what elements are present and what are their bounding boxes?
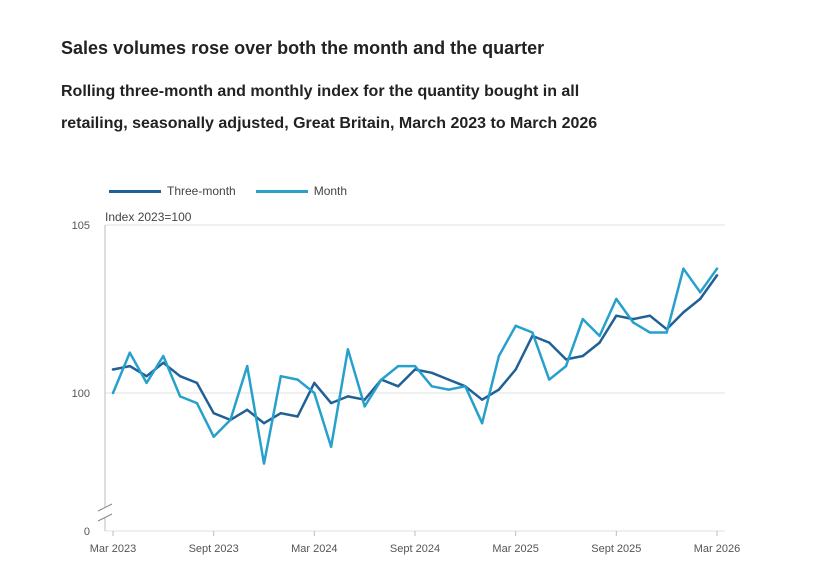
- data-point-three-month: [397, 385, 400, 388]
- data-point-three-month: [162, 361, 165, 364]
- data-point-month: [531, 331, 534, 334]
- data-point-three-month: [262, 422, 266, 425]
- data-point-month: [665, 331, 668, 334]
- data-point-three-month: [279, 411, 282, 415]
- data-point-month: [162, 354, 165, 358]
- data-point-three-month: [296, 415, 299, 418]
- data-point-month: [246, 364, 249, 368]
- data-point-month: [178, 395, 182, 398]
- data-point-three-month: [715, 274, 719, 277]
- data-point-month: [279, 375, 282, 378]
- data-point-three-month: [497, 388, 501, 391]
- legend-item-month[interactable]: Month: [255, 184, 348, 198]
- data-point-three-month: [514, 368, 517, 371]
- x-tick-label: Mar 2025: [492, 543, 538, 555]
- data-point-month: [682, 267, 685, 270]
- data-point-three-month: [145, 375, 148, 378]
- data-point-month: [329, 445, 333, 448]
- data-point-month: [111, 391, 115, 395]
- data-point-three-month: [548, 341, 551, 344]
- data-point-month: [313, 391, 316, 395]
- data-point-three-month: [598, 341, 601, 344]
- data-point-three-month: [564, 358, 568, 361]
- x-tick-label: Mar 2023: [90, 543, 136, 555]
- y-tick-label: 105: [72, 220, 90, 232]
- data-point-month: [229, 418, 232, 422]
- legend-swatch-month: [255, 189, 308, 193]
- y-tick-label: 100: [72, 388, 90, 400]
- data-point-three-month: [648, 314, 652, 317]
- data-point-three-month: [480, 398, 484, 401]
- data-point-month: [262, 462, 266, 465]
- data-point-three-month: [699, 297, 702, 301]
- legend-label-three-month: Three-month: [167, 184, 236, 198]
- data-point-month: [648, 331, 652, 334]
- data-point-month: [564, 364, 568, 368]
- legend-item-three-month[interactable]: Three-month: [109, 184, 236, 198]
- data-point-month: [631, 321, 635, 324]
- chart-title: Sales volumes rose over both the month a…: [61, 38, 545, 58]
- data-point-month: [548, 378, 551, 381]
- data-point-three-month: [329, 401, 333, 405]
- data-point-month: [497, 354, 501, 358]
- data-point-month: [195, 401, 199, 405]
- data-point-three-month: [178, 375, 182, 378]
- gridlines: [105, 224, 725, 532]
- data-point-three-month: [346, 395, 350, 398]
- data-point-month: [413, 364, 417, 368]
- data-point-month: [128, 351, 131, 354]
- data-point-month: [581, 317, 584, 321]
- axis-break-mark-lower: [97, 513, 113, 522]
- data-point-month: [715, 267, 719, 270]
- data-point-three-month: [413, 368, 417, 371]
- data-point-month: [430, 385, 433, 388]
- data-point-month: [699, 291, 702, 294]
- chart-subtitle: Rolling three-month and monthly index fo…: [61, 83, 598, 132]
- y-tick-label: 0: [84, 526, 90, 538]
- legend-label-month: Month: [313, 184, 348, 198]
- data-point-three-month: [246, 408, 249, 411]
- legend: Three-month Month: [109, 184, 367, 198]
- data-point-three-month: [313, 381, 316, 385]
- data-point-month: [447, 388, 450, 391]
- data-point-month: [346, 348, 350, 351]
- data-point-month: [380, 378, 383, 381]
- data-point-month: [397, 364, 400, 368]
- data-point-month: [212, 435, 215, 438]
- data-point-three-month: [615, 314, 618, 317]
- data-point-month: [145, 381, 148, 385]
- data-point-three-month: [447, 378, 450, 381]
- legend-swatch-three-month: [109, 189, 161, 193]
- data-point-month: [363, 405, 366, 408]
- data-point-three-month: [111, 368, 115, 371]
- data-point-month: [464, 385, 467, 388]
- y-axis-unit-label: Index 2023=100: [105, 210, 192, 224]
- x-tick-label: Sept 2025: [591, 543, 641, 555]
- data-point-three-month: [682, 311, 685, 314]
- x-tick-label: Mar 2026: [694, 543, 740, 555]
- data-point-three-month: [195, 381, 199, 385]
- axis-break-mark-upper: [97, 503, 113, 512]
- data-point-month: [615, 297, 618, 301]
- series-line-three-month: [111, 274, 719, 425]
- data-point-three-month: [128, 364, 131, 368]
- data-point-month: [296, 378, 299, 381]
- x-tick-label: Sept 2023: [189, 543, 239, 555]
- data-point-three-month: [430, 371, 433, 375]
- x-tick-label: Mar 2024: [291, 543, 337, 555]
- data-point-month: [480, 422, 484, 425]
- data-point-month: [598, 334, 601, 338]
- x-tick-label: Sept 2024: [390, 543, 440, 555]
- data-point-three-month: [212, 411, 215, 415]
- data-point-three-month: [581, 354, 584, 358]
- series-lines: [111, 267, 719, 465]
- data-point-month: [514, 324, 517, 327]
